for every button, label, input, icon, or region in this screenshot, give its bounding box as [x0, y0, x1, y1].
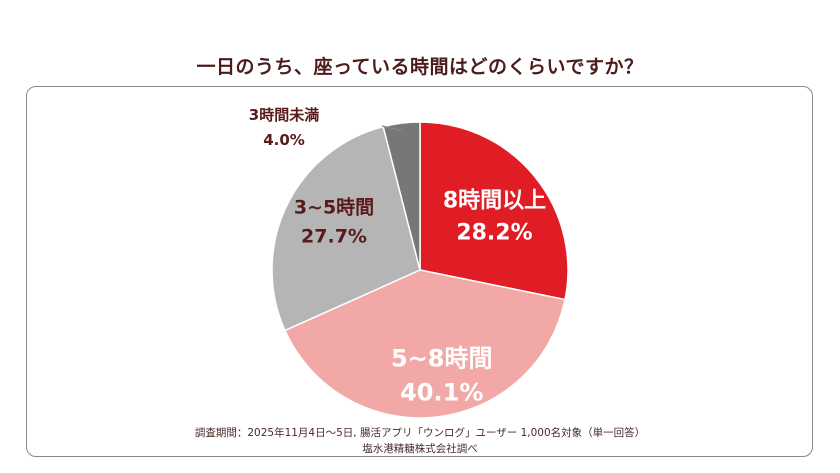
- slice-label: 3~5時間: [294, 196, 374, 218]
- leader-line: [381, 125, 403, 132]
- pie-slice: [271, 125, 421, 332]
- slice-value-label: 28.2%: [456, 221, 532, 246]
- source-note: 塩水港精糖株式会社調べ: [362, 443, 478, 455]
- slice-label: 8時間以上: [443, 189, 546, 214]
- chart-title: 一日のうち、座っている時間はどのくらいですか？: [196, 56, 644, 78]
- pie-slice: [419, 121, 569, 301]
- slice-value-label: 40.1%: [400, 378, 483, 406]
- slice-label: 3時間未満: [249, 106, 319, 124]
- slice-label: 5~8時間: [391, 344, 493, 372]
- pie-slice: [283, 269, 566, 419]
- slice-value-label: 27.7%: [301, 225, 367, 247]
- survey-note: 調査期間：2025年11月4日〜5日, 腸活アプリ「ウンログ」ユーザー 1,00…: [194, 427, 646, 439]
- slice-value-label: 4.0%: [263, 131, 305, 149]
